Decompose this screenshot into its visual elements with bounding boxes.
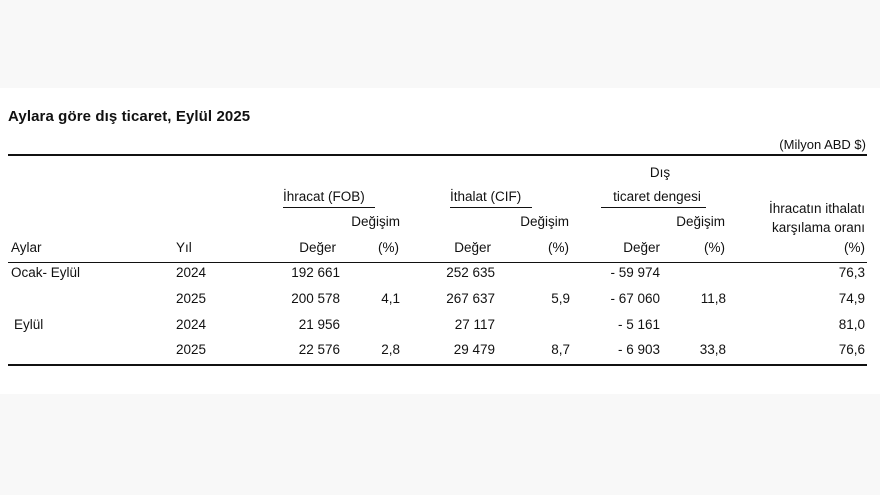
table-row-coverage: 81,0 <box>838 317 865 332</box>
balance-group-header-line2: ticaret dengesi <box>613 189 701 204</box>
export-value-header: Değer <box>299 240 336 255</box>
export-change-header: Değişim <box>351 214 400 229</box>
import-pct-header: (%) <box>548 240 569 255</box>
table-row-period: Ocak- Eylül <box>11 265 81 280</box>
balance-group-underline <box>601 207 706 208</box>
import-value-header: Değer <box>454 240 491 255</box>
table-row-import-value: 267 637 <box>446 291 495 306</box>
export-group-header: İhracat (FOB) <box>283 189 365 204</box>
table-row-import-change: 8,7 <box>551 342 570 357</box>
unit-label: (Milyon ABD $) <box>779 137 866 152</box>
import-change-header: Değişim <box>520 214 569 229</box>
table-row-coverage: 76,3 <box>838 265 865 280</box>
balance-group-header-line1: Dış <box>649 165 671 180</box>
balance-value-header: Değer <box>623 240 660 255</box>
table-row-balance-value: - 67 060 <box>610 291 660 306</box>
header-rule <box>8 262 867 263</box>
table-row-import-value: 27 117 <box>454 317 495 332</box>
table-row-year: 2024 <box>176 265 207 280</box>
import-group-header: İthalat (CIF) <box>450 189 522 204</box>
table-row-import-change: 5,9 <box>551 291 570 306</box>
table-row-period: Eylül <box>14 317 44 332</box>
table-row-export-value: 21 956 <box>298 317 340 332</box>
table-row-import-value: 252 635 <box>446 265 495 280</box>
table-row-balance-change: 33,8 <box>699 342 726 357</box>
table-row-year: 2024 <box>176 317 207 332</box>
coverage-header-line1: İhracatın ithalatı <box>768 201 865 216</box>
year-header: Yıl <box>176 240 192 255</box>
table-row-balance-value: - 6 903 <box>617 342 660 357</box>
table-row-import-value: 29 479 <box>453 342 495 357</box>
import-group-underline <box>450 207 532 208</box>
table-row-export-change: 4,1 <box>381 291 400 306</box>
table-row-export-value: 192 661 <box>291 265 340 280</box>
balance-change-header: Değişim <box>676 214 725 229</box>
table-row-export-value: 22 576 <box>298 342 340 357</box>
months-header: Aylar <box>11 240 42 255</box>
balance-pct-header: (%) <box>704 240 725 255</box>
table-top-rule <box>8 154 867 156</box>
export-pct-header: (%) <box>378 240 399 255</box>
table-row-balance-value: - 5 161 <box>617 317 660 332</box>
table-row-year: 2025 <box>176 291 207 306</box>
table-panel <box>0 88 880 394</box>
coverage-pct-header: (%) <box>844 240 865 255</box>
export-group-underline <box>283 207 375 208</box>
table-row-year: 2025 <box>176 342 207 357</box>
table-row-export-value: 200 578 <box>291 291 340 306</box>
table-row-balance-change: 11,8 <box>700 291 726 306</box>
table-row-export-change: 2,8 <box>381 342 400 357</box>
table-row-balance-value: - 59 974 <box>610 265 660 280</box>
coverage-header-line2: karşılama oranı <box>771 220 865 235</box>
page-title: Aylara göre dış ticaret, Eylül 2025 <box>8 108 251 125</box>
table-row-coverage: 76,6 <box>838 342 865 357</box>
table-row-coverage: 74,9 <box>838 291 865 306</box>
table-bottom-rule <box>8 364 867 366</box>
